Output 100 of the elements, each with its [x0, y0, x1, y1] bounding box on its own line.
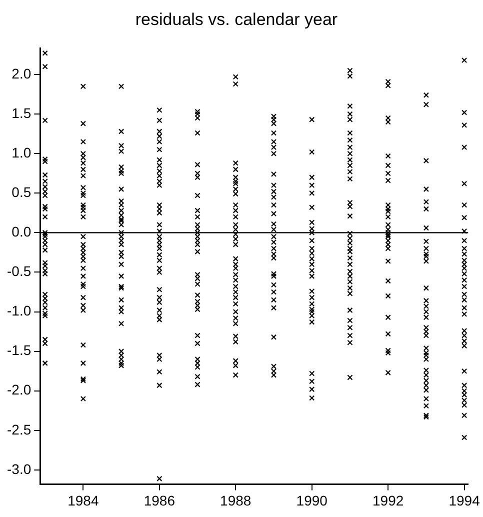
point	[118, 254, 124, 260]
point	[80, 258, 86, 264]
point	[118, 198, 124, 204]
point	[118, 297, 124, 303]
point	[270, 202, 277, 208]
y-tick-label: 1.0	[12, 144, 32, 160]
point	[80, 204, 86, 210]
y-tick-label: -1.0	[7, 302, 32, 319]
point	[194, 306, 200, 312]
point	[80, 342, 86, 348]
point	[461, 262, 468, 268]
point	[42, 214, 48, 220]
point	[423, 285, 430, 291]
point	[42, 271, 48, 277]
x-tick-label: 1986	[144, 492, 176, 508]
point	[194, 130, 200, 136]
point	[156, 202, 162, 208]
point	[42, 296, 48, 302]
point	[156, 269, 162, 276]
y-tick-label: -0.5	[7, 263, 32, 280]
point	[42, 292, 48, 298]
point	[309, 378, 315, 384]
point	[385, 278, 391, 284]
point	[309, 149, 315, 155]
point	[461, 144, 468, 150]
point	[194, 222, 200, 228]
point	[42, 158, 48, 164]
point	[118, 360, 124, 366]
point	[80, 192, 86, 198]
point	[118, 273, 124, 279]
point	[194, 340, 200, 346]
point	[194, 226, 200, 232]
point	[270, 116, 277, 122]
point	[194, 170, 200, 176]
point	[156, 265, 162, 272]
point	[194, 364, 200, 370]
point	[347, 374, 353, 380]
point	[385, 153, 391, 159]
point	[270, 255, 277, 261]
point	[423, 186, 430, 192]
point	[156, 382, 162, 388]
point	[461, 238, 468, 244]
point	[80, 284, 86, 290]
point	[385, 78, 391, 84]
point	[80, 396, 86, 402]
point	[118, 262, 124, 268]
point	[385, 82, 391, 88]
point	[347, 200, 353, 206]
point	[156, 352, 162, 358]
point	[270, 273, 277, 279]
point	[156, 118, 162, 124]
point	[156, 107, 162, 113]
point	[423, 92, 430, 98]
point	[461, 412, 468, 418]
point	[42, 50, 48, 56]
point	[194, 302, 200, 308]
point	[385, 230, 391, 236]
point	[80, 234, 86, 240]
point	[156, 206, 162, 212]
point	[42, 156, 48, 162]
point	[156, 356, 162, 362]
point	[461, 110, 468, 116]
point	[423, 102, 430, 108]
point	[423, 158, 430, 164]
point	[461, 368, 468, 374]
point	[461, 202, 468, 208]
point	[80, 265, 86, 272]
point	[80, 254, 86, 260]
point	[118, 84, 124, 90]
x-tick-label: 1990	[296, 492, 328, 508]
point	[118, 230, 124, 236]
point	[194, 356, 200, 362]
point	[309, 238, 315, 244]
y-tick-label: 1.5	[12, 104, 32, 121]
point	[156, 182, 162, 188]
point	[270, 130, 277, 136]
point	[118, 352, 124, 358]
point	[385, 314, 391, 320]
point	[194, 230, 200, 236]
point	[194, 360, 200, 366]
point	[42, 206, 48, 212]
x-tick-label: 1988	[220, 492, 252, 508]
point	[309, 174, 315, 180]
point	[156, 316, 162, 322]
point	[270, 210, 277, 217]
point	[347, 204, 353, 210]
point	[156, 146, 162, 152]
point	[270, 271, 277, 277]
point	[42, 204, 48, 210]
point	[385, 115, 391, 121]
point	[194, 332, 200, 338]
y-tick-label: 0.5	[12, 184, 32, 200]
point	[423, 225, 430, 231]
point	[42, 234, 48, 240]
point	[270, 372, 277, 378]
point	[270, 334, 277, 340]
point	[347, 103, 353, 109]
point	[80, 281, 86, 287]
point	[423, 328, 430, 334]
point	[309, 190, 315, 196]
